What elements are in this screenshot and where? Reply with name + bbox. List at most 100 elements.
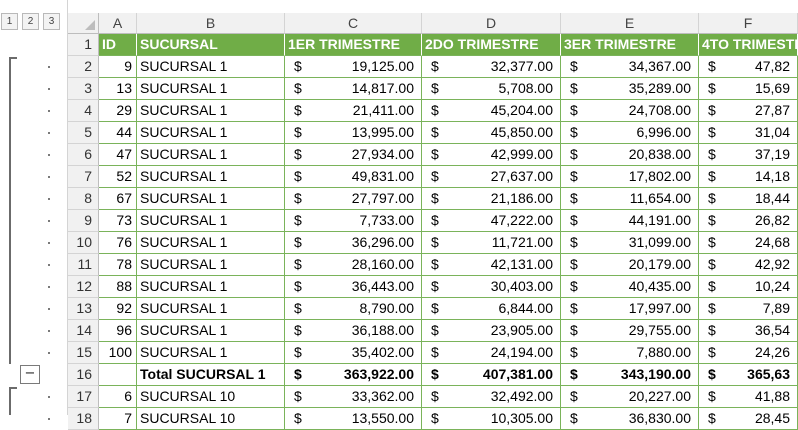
cell-q4[interactable]: $10,24 <box>699 276 798 298</box>
cell-sucursal[interactable]: SUCURSAL 1 <box>137 122 285 144</box>
cell-id[interactable]: 52 <box>99 166 137 188</box>
cell-sucursal[interactable]: SUCURSAL 1 <box>137 232 285 254</box>
cell-sucursal[interactable]: SUCURSAL 1 <box>137 56 285 78</box>
cell-id[interactable]: 73 <box>99 210 137 232</box>
cell-q3[interactable]: $40,435.00 <box>561 276 699 298</box>
header-q3[interactable]: 3ER TRIMESTRE <box>561 34 699 56</box>
cell-id[interactable]: 9 <box>99 56 137 78</box>
cell-q4[interactable]: $26,82 <box>699 210 798 232</box>
column-header-e[interactable]: E <box>561 13 699 34</box>
outline-level-2-button[interactable]: 2 <box>22 13 39 30</box>
cell-q4[interactable]: $24,68 <box>699 232 798 254</box>
cell-sucursal[interactable]: SUCURSAL 1 <box>137 144 285 166</box>
header-id[interactable]: ID <box>99 34 137 56</box>
cell-q3[interactable]: $29,755.00 <box>561 320 699 342</box>
cell-q1[interactable]: $13,995.00 <box>285 122 422 144</box>
row-header[interactable]: 7 <box>68 166 99 188</box>
cell-q4[interactable]: $15,69 <box>699 78 798 100</box>
cell-q3[interactable]: $20,227.00 <box>561 386 699 408</box>
cell-q2[interactable]: $32,377.00 <box>422 56 561 78</box>
row-header[interactable]: 8 <box>68 188 99 210</box>
cell-q3[interactable]: $35,289.00 <box>561 78 699 100</box>
cell-q1[interactable]: $21,411.00 <box>285 100 422 122</box>
cell-q1[interactable]: $7,733.00 <box>285 210 422 232</box>
cell-q2[interactable]: $407,381.00 <box>422 364 561 386</box>
cell-q2[interactable]: $24,194.00 <box>422 342 561 364</box>
cell-q3[interactable]: $11,654.00 <box>561 188 699 210</box>
cell-q2[interactable]: $11,721.00 <box>422 232 561 254</box>
column-header-b[interactable]: B <box>137 13 285 34</box>
column-header-c[interactable]: C <box>285 13 422 34</box>
cell-sucursal[interactable]: SUCURSAL 1 <box>137 320 285 342</box>
cell-sucursal[interactable]: SUCURSAL 10 <box>137 386 285 408</box>
cell-q1[interactable]: $28,160.00 <box>285 254 422 276</box>
cell-id[interactable]: 78 <box>99 254 137 276</box>
cell-id[interactable]: 47 <box>99 144 137 166</box>
cell-q2[interactable]: $5,708.00 <box>422 78 561 100</box>
cell-sucursal[interactable]: SUCURSAL 1 <box>137 100 285 122</box>
cell-id[interactable]: 100 <box>99 342 137 364</box>
cell-id[interactable]: 6 <box>99 386 137 408</box>
cell-sucursal[interactable]: SUCURSAL 1 <box>137 78 285 100</box>
cell-q2[interactable]: $45,850.00 <box>422 122 561 144</box>
cell-q4[interactable]: $41,88 <box>699 386 798 408</box>
row-header[interactable]: 11 <box>68 254 99 276</box>
cell-id[interactable]: 76 <box>99 232 137 254</box>
cell-q4[interactable]: $28,45 <box>699 408 798 430</box>
header-q1[interactable]: 1ER TRIMESTRE <box>285 34 422 56</box>
cell-sucursal[interactable]: SUCURSAL 1 <box>137 210 285 232</box>
cell-sucursal[interactable]: SUCURSAL 1 <box>137 188 285 210</box>
cell-q2[interactable]: $30,403.00 <box>422 276 561 298</box>
cell-q1[interactable]: $33,362.00 <box>285 386 422 408</box>
column-header-f[interactable]: F <box>699 13 798 34</box>
cell-q3[interactable]: $7,880.00 <box>561 342 699 364</box>
cell-q4[interactable]: $14,18 <box>699 166 798 188</box>
cell-q4[interactable]: $42,92 <box>699 254 798 276</box>
cell-q3[interactable]: $34,367.00 <box>561 56 699 78</box>
cell-sucursal[interactable]: SUCURSAL 1 <box>137 166 285 188</box>
cell-q2[interactable]: $42,999.00 <box>422 144 561 166</box>
cell-q3[interactable]: $44,191.00 <box>561 210 699 232</box>
cell-q2[interactable]: $32,492.00 <box>422 386 561 408</box>
cell-q3[interactable]: $36,830.00 <box>561 408 699 430</box>
cell-q3[interactable]: $24,708.00 <box>561 100 699 122</box>
row-header[interactable]: 14 <box>68 320 99 342</box>
cell-id[interactable]: 7 <box>99 408 137 430</box>
cell-q3[interactable]: $17,997.00 <box>561 298 699 320</box>
cell-sucursal[interactable]: SUCURSAL 1 <box>137 254 285 276</box>
cell-q3[interactable]: $343,190.00 <box>561 364 699 386</box>
cell-id[interactable]: 88 <box>99 276 137 298</box>
cell-sucursal[interactable]: Total SUCURSAL 1 <box>137 364 285 386</box>
row-header[interactable]: 16 <box>68 364 99 386</box>
outline-level-1-button[interactable]: 1 <box>1 13 18 30</box>
cell-q2[interactable]: $42,131.00 <box>422 254 561 276</box>
row-header[interactable]: 9 <box>68 210 99 232</box>
cell-q3[interactable]: $31,099.00 <box>561 232 699 254</box>
header-sucursal[interactable]: SUCURSAL <box>137 34 285 56</box>
cell-q3[interactable]: $6,996.00 <box>561 122 699 144</box>
cell-id[interactable]: 13 <box>99 78 137 100</box>
cell-q2[interactable]: $45,204.00 <box>422 100 561 122</box>
select-all-corner[interactable] <box>68 13 99 34</box>
row-header[interactable]: 13 <box>68 298 99 320</box>
cell-q1[interactable]: $14,817.00 <box>285 78 422 100</box>
cell-q4[interactable]: $365,63 <box>699 364 798 386</box>
row-header[interactable]: 12 <box>68 276 99 298</box>
cell-q3[interactable]: $20,838.00 <box>561 144 699 166</box>
cell-sucursal[interactable]: SUCURSAL 1 <box>137 298 285 320</box>
outline-level-3-button[interactable]: 3 <box>43 13 60 30</box>
cell-q4[interactable]: $36,54 <box>699 320 798 342</box>
cell-sucursal[interactable]: SUCURSAL 10 <box>137 408 285 430</box>
cell-sucursal[interactable]: SUCURSAL 1 <box>137 276 285 298</box>
cell-q1[interactable]: $27,797.00 <box>285 188 422 210</box>
cell-q1[interactable]: $19,125.00 <box>285 56 422 78</box>
column-header-a[interactable]: A <box>99 13 137 34</box>
cell-sucursal[interactable]: SUCURSAL 1 <box>137 342 285 364</box>
cell-id[interactable]: 29 <box>99 100 137 122</box>
cell-q2[interactable]: $21,186.00 <box>422 188 561 210</box>
row-header[interactable]: 17 <box>68 386 99 408</box>
column-header-d[interactable]: D <box>422 13 561 34</box>
cell-id[interactable]: 96 <box>99 320 137 342</box>
outline-collapse-button[interactable]: − <box>20 365 40 384</box>
cell-id[interactable]: 44 <box>99 122 137 144</box>
